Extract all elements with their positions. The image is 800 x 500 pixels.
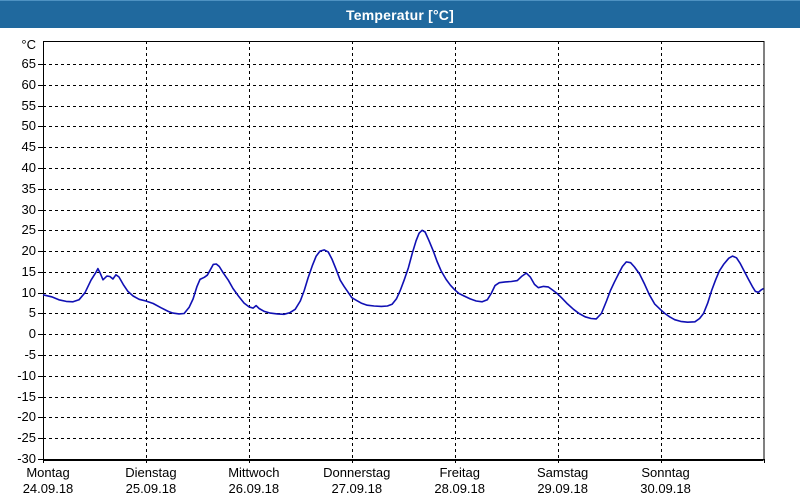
y-axis-unit-label: °C: [21, 37, 36, 53]
plot-border: [42, 40, 765, 461]
y-tick-label: 40: [21, 159, 36, 175]
y-tick-label: 0: [28, 326, 36, 342]
day-name-label: Freitag: [439, 465, 480, 480]
y-tick-label: 65: [21, 56, 36, 71]
day-name-label: Mittwoch: [228, 465, 280, 480]
day-label-block: Donnerstag 27.09.18: [302, 465, 412, 497]
chart-area: °C 65 60 55 50 45 40 35 30 25 20 15 10 5 0 -5 -10 -15 -20…: [0, 28, 800, 500]
day-label-block: Montag 24.09.18: [0, 465, 103, 497]
y-tick-label: -25: [17, 430, 36, 446]
y-tick-label: 25: [21, 222, 36, 238]
y-tick-label: -5: [24, 347, 36, 363]
day-date-label: 30.09.18: [640, 481, 691, 496]
temperature-chart: [38, 40, 765, 463]
y-tick-label: 45: [21, 139, 36, 155]
y-tick-label: -20: [17, 409, 36, 425]
y-tick-label: 55: [21, 97, 36, 113]
y-tick-label: 60: [21, 76, 36, 92]
y-tick-label: -10: [17, 367, 36, 383]
day-date-label: 25.09.18: [125, 481, 177, 496]
window-titlebar[interactable]: Temperatur [°C]: [0, 0, 800, 28]
day-name-label: Sonntag: [641, 465, 690, 480]
y-tick-label: 35: [21, 180, 36, 196]
y-tick-label: 50: [21, 118, 36, 134]
day-name-label: Montag: [26, 465, 70, 480]
window-title: Temperatur [°C]: [346, 6, 454, 23]
day-label-block: Sonntag 30.09.18: [611, 465, 721, 497]
temperature-series-line: [42, 229, 764, 324]
y-tick-label: -15: [17, 388, 36, 404]
y-tick-label: 10: [21, 284, 36, 300]
y-tick-label: 30: [21, 201, 36, 217]
day-label-block: Mittwoch 26.09.18: [199, 465, 309, 497]
day-date-label: 29.09.18: [537, 481, 588, 496]
day-name-label: Dienstag: [125, 465, 177, 480]
day-label-block: Dienstag 25.09.18: [96, 465, 206, 497]
day-name-label: Donnerstag: [323, 465, 391, 480]
day-date-label: 26.09.18: [228, 481, 280, 496]
day-name-label: Samstag: [536, 465, 589, 480]
y-tick-label: 20: [21, 243, 36, 259]
day-label-block: Freitag 28.09.18: [405, 465, 515, 497]
day-date-label: 24.09.18: [22, 481, 74, 496]
day-date-label: 27.09.18: [331, 481, 383, 496]
day-label-block: Samstag 29.09.18: [508, 465, 618, 497]
day-date-label: 28.09.18: [434, 481, 485, 496]
y-tick-label: 15: [21, 263, 36, 279]
y-tick-label: -30: [17, 451, 36, 466]
y-tick-label: 5: [28, 305, 36, 321]
